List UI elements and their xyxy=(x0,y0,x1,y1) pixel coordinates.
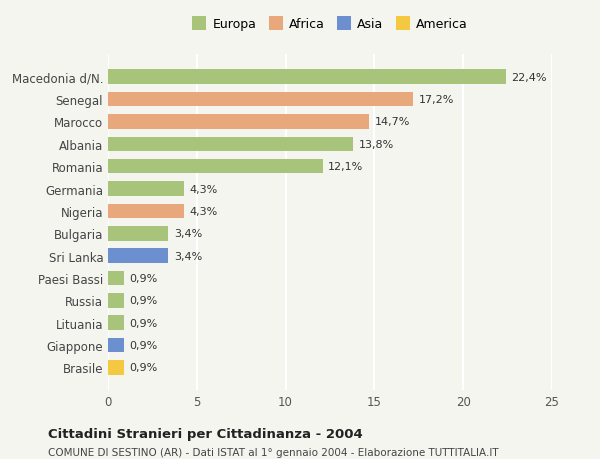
Text: 22,4%: 22,4% xyxy=(511,73,547,83)
Text: 14,7%: 14,7% xyxy=(374,117,410,127)
Bar xyxy=(108,70,506,85)
Bar xyxy=(108,160,323,174)
Bar xyxy=(108,115,369,129)
Bar xyxy=(108,137,353,152)
Legend: Europa, Africa, Asia, America: Europa, Africa, Asia, America xyxy=(193,18,467,31)
Text: Cittadini Stranieri per Cittadinanza - 2004: Cittadini Stranieri per Cittadinanza - 2… xyxy=(48,427,363,440)
Text: 4,3%: 4,3% xyxy=(190,207,218,217)
Bar xyxy=(108,271,124,285)
Bar xyxy=(108,293,124,308)
Bar xyxy=(108,227,169,241)
Bar xyxy=(108,360,124,375)
Text: 12,1%: 12,1% xyxy=(328,162,364,172)
Bar xyxy=(108,182,184,196)
Text: 13,8%: 13,8% xyxy=(358,140,394,150)
Bar xyxy=(108,338,124,353)
Text: 0,9%: 0,9% xyxy=(130,363,158,373)
Bar xyxy=(108,249,169,263)
Text: 4,3%: 4,3% xyxy=(190,184,218,194)
Text: 0,9%: 0,9% xyxy=(130,318,158,328)
Text: 3,4%: 3,4% xyxy=(174,229,202,239)
Text: 17,2%: 17,2% xyxy=(419,95,454,105)
Text: COMUNE DI SESTINO (AR) - Dati ISTAT al 1° gennaio 2004 - Elaborazione TUTTITALIA: COMUNE DI SESTINO (AR) - Dati ISTAT al 1… xyxy=(48,448,499,458)
Text: 3,4%: 3,4% xyxy=(174,251,202,261)
Bar xyxy=(108,93,413,107)
Text: 0,9%: 0,9% xyxy=(130,296,158,306)
Text: 0,9%: 0,9% xyxy=(130,341,158,350)
Bar xyxy=(108,204,184,218)
Text: 0,9%: 0,9% xyxy=(130,274,158,283)
Bar xyxy=(108,316,124,330)
